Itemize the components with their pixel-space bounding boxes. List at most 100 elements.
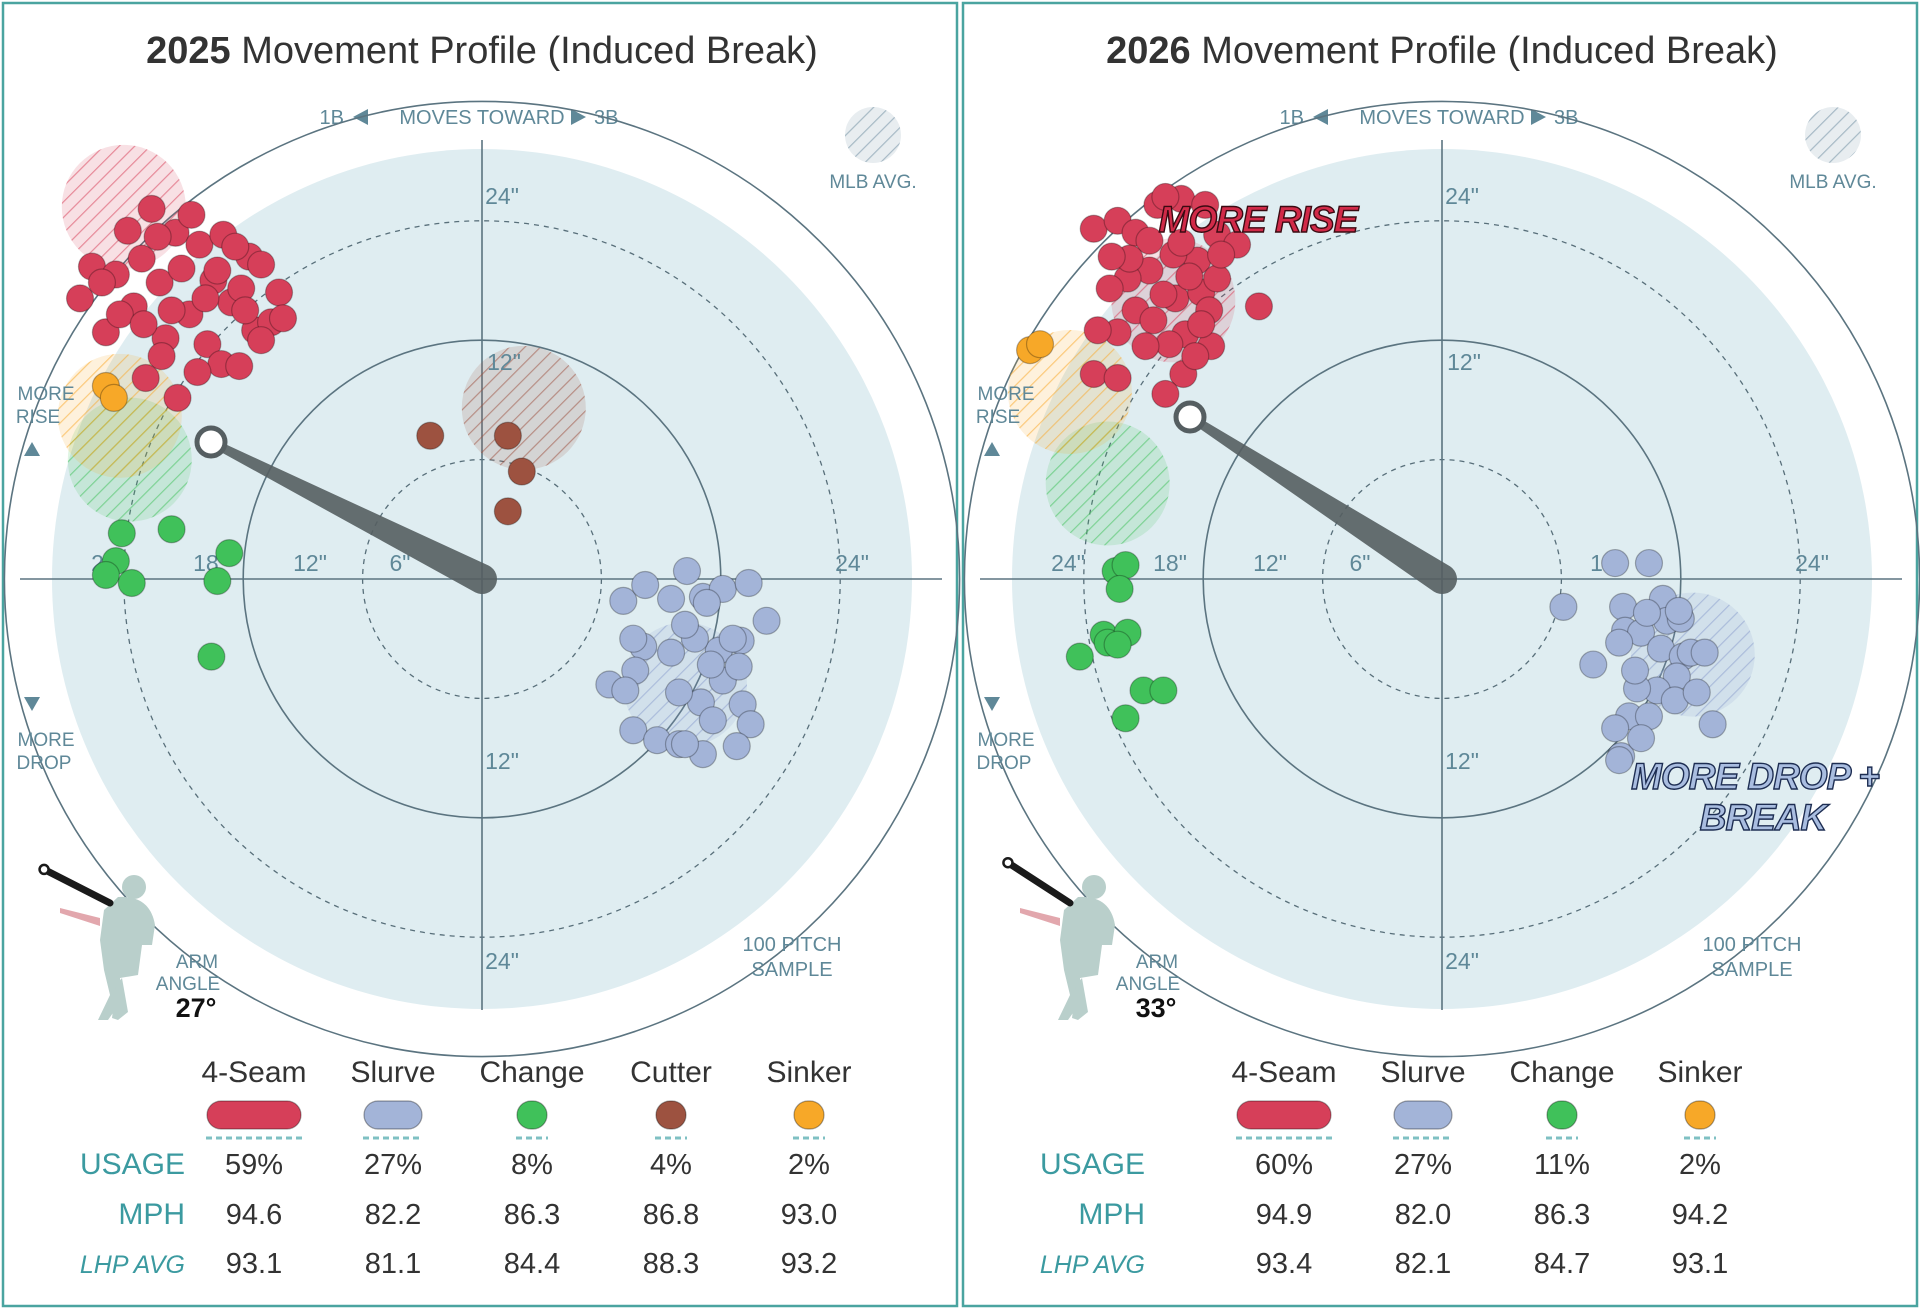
point-slurve [1601, 714, 1630, 743]
point-slurve [752, 606, 781, 635]
direction-label: MOVES TOWARD [399, 107, 564, 129]
usage-value: 11% [1534, 1149, 1590, 1181]
callout-more-drop: MORE DROP + [1631, 756, 1879, 797]
lhp-avg-value: 84.7 [1534, 1248, 1590, 1280]
point-slurve [1664, 596, 1693, 625]
point-change [91, 560, 120, 590]
pitch-name: Sinker [1657, 1056, 1742, 1089]
title-rest: Movement Profile (Induced Break) [231, 30, 818, 72]
point-4-seam [113, 216, 142, 245]
point-4-seam [1187, 310, 1216, 339]
arm-slot-marker [194, 425, 228, 459]
point-slurve [1626, 724, 1656, 753]
usage-value: 2% [788, 1149, 830, 1181]
point-4-seam [1135, 226, 1164, 255]
point-slurve [1579, 650, 1608, 679]
sample-label: SAMPLE [751, 959, 832, 981]
panel-title: 2026 Movement Profile (Induced Break) [1106, 30, 1778, 72]
point-4-seam [1131, 332, 1160, 361]
ring-label-left-6: 6" [390, 550, 411, 576]
mph-value: 82.0 [1395, 1199, 1451, 1231]
mlb-avg-label: MLB AVG. [829, 172, 916, 193]
lhp-avg-value: 81.1 [365, 1248, 421, 1280]
point-cutter [493, 497, 522, 526]
mlb-avg-4-seam [61, 144, 186, 269]
panel-border [961, 1, 1919, 1308]
pitch-name: 4-Seam [201, 1056, 306, 1089]
ring-label-bottom-12: 12" [485, 748, 519, 774]
row-label-mph: MPH [1078, 1198, 1145, 1231]
sample-label: SAMPLE [1711, 959, 1792, 981]
callout-more-drop: BREAK [1700, 797, 1830, 838]
more-drop-label: DROP [977, 753, 1032, 774]
ring-24in [3, 100, 961, 1058]
pitch-color-swatch [206, 1100, 302, 1130]
callout-more-rise: MORE RISE [1159, 199, 1360, 240]
point-slurve [611, 676, 640, 705]
pitch-name: Sinker [766, 1056, 851, 1089]
ring-label-bottom-24: 24" [1445, 948, 1479, 974]
point-slurve [736, 710, 765, 739]
pitch-color-swatch [363, 1100, 423, 1130]
ring-label-bottom-24: 24" [485, 948, 519, 974]
arrow-down-icon [984, 697, 1000, 711]
point-4-seam [1139, 306, 1168, 335]
lhp-avg-value: 82.1 [1395, 1248, 1451, 1280]
point-slurve [1698, 710, 1727, 739]
panel-border [1, 1, 959, 1308]
point-slurve [672, 556, 702, 586]
title-year: 2025 [146, 30, 231, 72]
point-slurve [670, 610, 700, 639]
point-4-seam [1155, 330, 1184, 359]
point-4-seam [145, 268, 174, 297]
point-4-seam [231, 296, 260, 325]
point-slurve [1605, 628, 1634, 657]
point-change [1111, 550, 1140, 580]
pitch-color-swatch [793, 1100, 825, 1130]
point-slurve [1690, 638, 1719, 667]
point-4-seam [191, 284, 220, 313]
point-change [197, 642, 226, 671]
pitch-name: Cutter [630, 1056, 712, 1089]
pitch-color-swatch [655, 1100, 687, 1130]
ring-label-left-12: 12" [1253, 550, 1287, 576]
point-4-seam [221, 232, 250, 261]
point-4-seam [143, 222, 172, 251]
point-4-seam [183, 357, 212, 387]
point-4-seam [127, 244, 156, 273]
arm-angle-label: ARM [1136, 952, 1178, 973]
point-4-seam [147, 342, 176, 371]
point-slurve [696, 650, 725, 679]
arm-slot-marker [1173, 400, 1207, 434]
point-4-seam [1244, 292, 1274, 321]
mlb-avg-swatch [1805, 107, 1861, 163]
more-rise-label: MORE [978, 384, 1035, 405]
arm-angle-label: ANGLE [156, 974, 220, 995]
usage-value: 60% [1255, 1149, 1313, 1181]
point-cutter [507, 457, 536, 486]
pitch-color-swatch [1684, 1100, 1716, 1130]
lhp-avg-value: 93.1 [1672, 1248, 1728, 1280]
point-4-seam [167, 254, 196, 283]
point-4-seam [1207, 240, 1236, 269]
mph-value: 86.8 [643, 1199, 699, 1231]
point-slurve [718, 624, 747, 653]
usage-value: 27% [364, 1149, 422, 1181]
row-label-usage: USAGE [80, 1148, 185, 1181]
ring-label-left-18: 18" [1153, 550, 1187, 576]
more-rise-label: RISE [16, 407, 60, 428]
point-change [1111, 704, 1140, 733]
mph-value: 94.2 [1672, 1199, 1728, 1231]
point-4-seam [1095, 274, 1124, 303]
point-4-seam [1151, 379, 1180, 409]
panel-title: 2025 Movement Profile (Induced Break) [146, 30, 818, 72]
sample-label: 100 PITCH [743, 934, 842, 956]
point-4-seam [1175, 262, 1204, 291]
ring-label-top-12: 12" [1447, 349, 1481, 375]
row-label-lhp-avg: LHP AVG [1040, 1251, 1145, 1279]
ring-label-top-24: 24" [1445, 183, 1479, 209]
arrow-right-icon [1531, 109, 1546, 125]
point-slurve [619, 716, 648, 745]
point-4-seam [268, 304, 298, 333]
